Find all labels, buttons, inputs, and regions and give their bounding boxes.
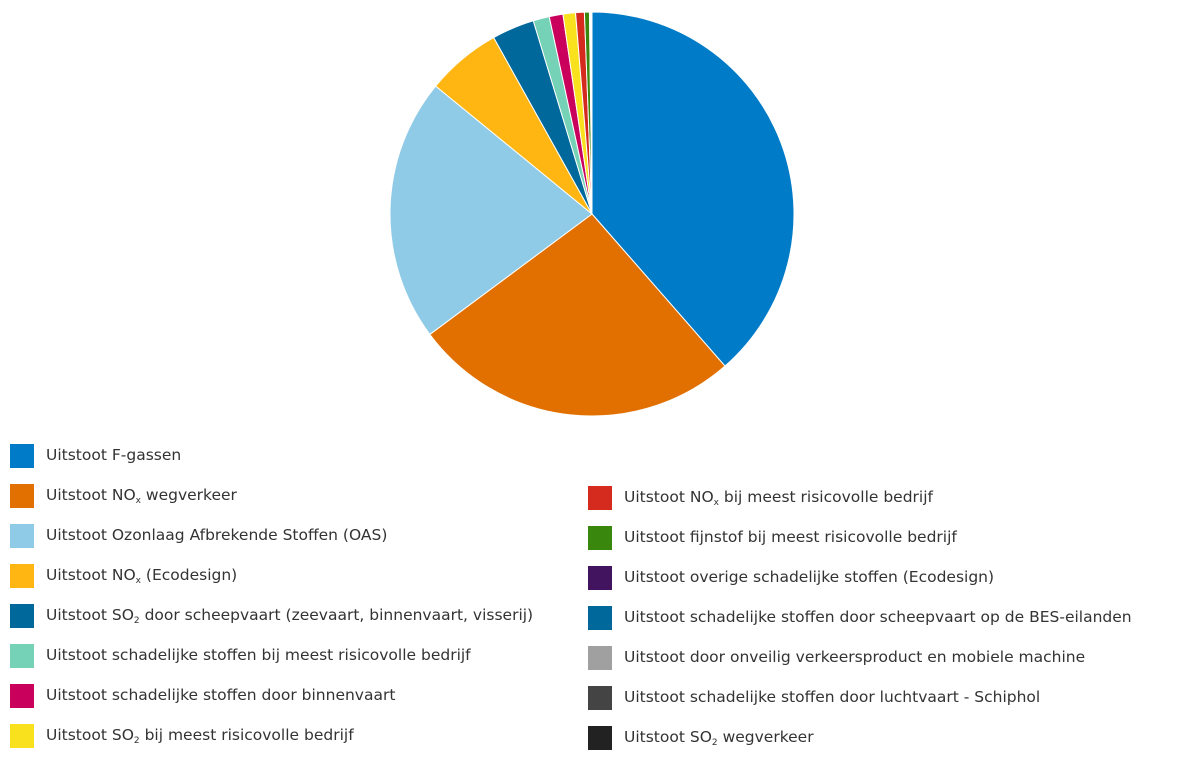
legend-item[interactable]: Uitstoot schadelijke stoffen door binnen… — [10, 676, 533, 716]
legend-item[interactable]: Uitstoot door onveilig verkeersproduct e… — [588, 638, 1132, 678]
legend-swatch — [10, 444, 34, 468]
legend-swatch — [10, 604, 34, 628]
legend-label: Uitstoot overige schadelijke stoffen (Ec… — [624, 568, 994, 588]
legend-item[interactable]: Uitstoot SO2 bij meest risicovolle bedri… — [10, 716, 533, 756]
legend-label: Uitstoot NOx (Ecodesign) — [46, 566, 237, 586]
legend-label: Uitstoot SO2 door scheepvaart (zeevaart,… — [46, 606, 533, 626]
legend-label: Uitstoot door onveilig verkeersproduct e… — [624, 648, 1085, 668]
legend-item[interactable]: Uitstoot schadelijke stoffen door luchtv… — [588, 678, 1132, 718]
legend-swatch — [10, 644, 34, 668]
legend-swatch — [588, 726, 612, 750]
legend-swatch — [10, 684, 34, 708]
legend-item[interactable]: Uitstoot fijnstof bij meest risicovolle … — [588, 518, 1132, 558]
legend-right-column: Uitstoot NOx bij meest risicovolle bedri… — [588, 478, 1132, 758]
legend-swatch — [10, 564, 34, 588]
legend-swatch — [588, 606, 612, 630]
legend-item[interactable]: Uitstoot schadelijke stoffen door scheep… — [588, 598, 1132, 638]
pie-chart — [0, 0, 1186, 430]
legend-label: Uitstoot Ozonlaag Afbrekende Stoffen (OA… — [46, 526, 387, 546]
legend-item[interactable]: Uitstoot NOx bij meest risicovolle bedri… — [588, 478, 1132, 518]
legend-label: Uitstoot NOx wegverkeer — [46, 486, 237, 506]
legend-label: Uitstoot fijnstof bij meest risicovolle … — [624, 528, 957, 548]
legend-label: Uitstoot SO2 bij meest risicovolle bedri… — [46, 726, 354, 746]
legend-swatch — [588, 526, 612, 550]
legend-swatch — [588, 486, 612, 510]
legend-item[interactable]: Uitstoot Ozonlaag Afbrekende Stoffen (OA… — [10, 516, 533, 556]
legend-label: Uitstoot schadelijke stoffen door scheep… — [624, 608, 1132, 628]
legend-item[interactable]: Uitstoot SO2 door scheepvaart (zeevaart,… — [10, 596, 533, 636]
legend-swatch — [588, 646, 612, 670]
legend-swatch — [10, 524, 34, 548]
legend-label: Uitstoot F-gassen — [46, 446, 181, 466]
legend-swatch — [10, 484, 34, 508]
legend-label: Uitstoot NOx bij meest risicovolle bedri… — [624, 488, 933, 508]
legend-item[interactable]: Uitstoot schadelijke stoffen bij meest r… — [10, 636, 533, 676]
legend-swatch — [588, 566, 612, 590]
legend-item[interactable]: Uitstoot overige schadelijke stoffen (Ec… — [588, 558, 1132, 598]
legend-item[interactable]: Uitstoot SO2 wegverkeer — [588, 718, 1132, 758]
legend-label: Uitstoot schadelijke stoffen door binnen… — [46, 686, 395, 706]
legend-left-column: Uitstoot F-gassen Uitstoot NOx wegverkee… — [10, 436, 533, 756]
legend-item[interactable]: Uitstoot NOx wegverkeer — [10, 476, 533, 516]
legend-item[interactable]: Uitstoot NOx (Ecodesign) — [10, 556, 533, 596]
legend-item[interactable]: Uitstoot F-gassen — [10, 436, 533, 476]
legend-swatch — [588, 686, 612, 710]
legend-label: Uitstoot schadelijke stoffen bij meest r… — [46, 646, 471, 666]
legend-swatch — [10, 724, 34, 748]
legend-label: Uitstoot SO2 wegverkeer — [624, 728, 814, 748]
legend-label: Uitstoot schadelijke stoffen door luchtv… — [624, 688, 1040, 708]
